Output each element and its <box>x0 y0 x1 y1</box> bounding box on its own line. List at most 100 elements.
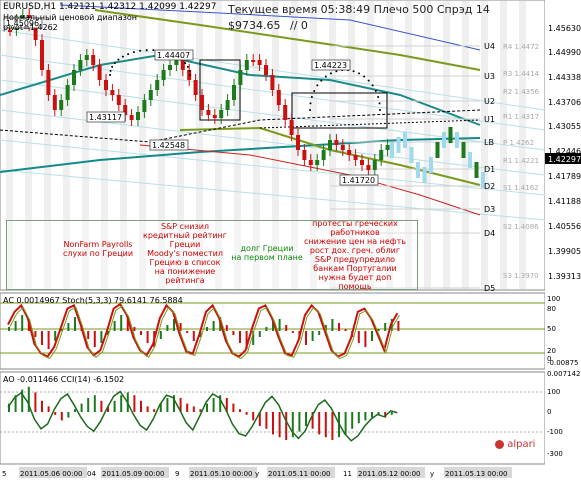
candle-body <box>296 135 300 150</box>
annotation-line: работников <box>330 228 380 237</box>
ao-bar <box>311 412 314 429</box>
ao-bar <box>351 412 354 429</box>
ac-bar <box>357 331 360 343</box>
ac-bar <box>324 325 327 331</box>
session-stripe <box>519 1 526 289</box>
price-axis <box>545 0 581 480</box>
price-tag: 1.42548 <box>152 141 185 150</box>
annotation-sp-greece: S&P снизил кредитный рейтинг Греции Moody's… <box>130 222 240 285</box>
ao-bar <box>344 412 347 435</box>
ac-bar <box>140 331 142 335</box>
axis-price-label: 1.40556 <box>548 222 581 231</box>
arc-dot <box>145 49 148 52</box>
ao-bar <box>225 398 228 412</box>
time-axis-label: 2011.05.12 00:00 <box>358 470 420 478</box>
candle-body <box>180 60 185 70</box>
candle-body <box>315 160 320 165</box>
session-stripe <box>63 1 70 289</box>
arc-dot <box>127 53 130 56</box>
arc-dot <box>371 84 374 87</box>
ac-bar <box>74 317 76 331</box>
session-stripe <box>367 1 374 289</box>
candle-body <box>276 90 281 105</box>
ac-bar <box>21 315 24 331</box>
price-tag-box <box>154 49 194 61</box>
ao-bar <box>140 400 142 412</box>
ao-axis-label: 100 <box>547 388 560 396</box>
pivot-level-label: U3 <box>484 72 495 81</box>
ao-bar <box>199 409 202 412</box>
ao-bar <box>390 412 393 415</box>
ac-bar <box>377 329 380 331</box>
ao-bar <box>212 398 215 412</box>
arc-dot <box>374 89 377 92</box>
time-axis-label: 2011.05.09 00:00 <box>102 470 164 478</box>
annotation-line: Moody's поместил <box>147 249 223 258</box>
ac-bar <box>186 331 189 333</box>
pivot-r-label: R1 1.4221 <box>503 157 539 165</box>
cci-line <box>7 390 398 442</box>
candle-body <box>193 80 198 95</box>
arc-dot <box>313 89 316 92</box>
session-stripe <box>272 1 279 289</box>
ac-bar <box>311 331 314 341</box>
arc-dot <box>111 65 114 68</box>
session-stripe <box>82 1 89 289</box>
ma-upper-blue <box>59 4 481 51</box>
time-axis-label: 04 <box>87 470 96 478</box>
session-stripe <box>234 1 241 289</box>
annotation-line: протесты греческих <box>312 219 398 228</box>
ao-bar <box>232 403 235 412</box>
session-stripe <box>405 1 412 289</box>
price-tag-box <box>339 174 379 186</box>
ao-bar <box>272 412 274 435</box>
ac-bar <box>239 331 241 343</box>
axis-price-label: 1.45630 <box>548 24 581 33</box>
candle-body <box>174 60 179 65</box>
pivot-level-label: U2 <box>484 97 495 106</box>
ac-axis-label: 20 <box>547 347 556 355</box>
broker-logo: alpari <box>495 439 535 450</box>
time-axis-box <box>101 467 169 478</box>
annotation-nfp: NonFarm Payrolls слухи по Греции <box>48 240 148 258</box>
time-axis-box <box>189 467 257 478</box>
ao-bar <box>192 406 195 412</box>
axis-price-label: 1.43706 <box>548 98 581 107</box>
ao-label: AO -0.011466 CCI(14) -6.1502 <box>3 375 125 384</box>
candle-body <box>91 55 96 65</box>
candle-body <box>110 90 115 95</box>
arc-dot <box>309 109 311 111</box>
ac-bar <box>192 331 195 341</box>
ac-bar <box>159 331 162 339</box>
ac-bar <box>107 331 109 335</box>
arc-dot <box>379 109 381 111</box>
ao-bar <box>219 395 222 412</box>
annotation-line: рейтинга <box>165 276 205 285</box>
ac-bar <box>212 321 215 331</box>
ao-bar <box>285 412 288 440</box>
annotation-line: рост дох. греч. облиг <box>309 246 401 255</box>
session-stripe <box>443 1 450 289</box>
pivot-level-label: U4 <box>484 42 495 51</box>
news-annotation-box <box>6 220 418 290</box>
candle-body <box>84 55 89 60</box>
ao-bar <box>153 409 156 412</box>
ao-bar <box>291 412 294 438</box>
candle-body <box>116 95 121 105</box>
ac-bar <box>272 321 274 331</box>
ac-bar <box>206 327 208 331</box>
annotation-line: снижение цен на нефть <box>303 237 407 246</box>
ao-bar <box>377 412 380 415</box>
annotation-line: S&P предупредило <box>314 255 396 264</box>
ac-axis-label: 80 <box>547 305 556 313</box>
symbol-line: EURUSD,H1 1.42121 1.42312 1.42099 1.4229… <box>3 2 217 12</box>
ac-bar <box>265 327 268 331</box>
candle-body <box>148 90 153 100</box>
ao-bar <box>159 403 162 412</box>
ac-bar <box>8 327 10 331</box>
ao-bar <box>120 395 123 412</box>
ao-bar <box>133 395 136 412</box>
candle-body <box>251 60 256 62</box>
candle-body <box>168 65 172 70</box>
